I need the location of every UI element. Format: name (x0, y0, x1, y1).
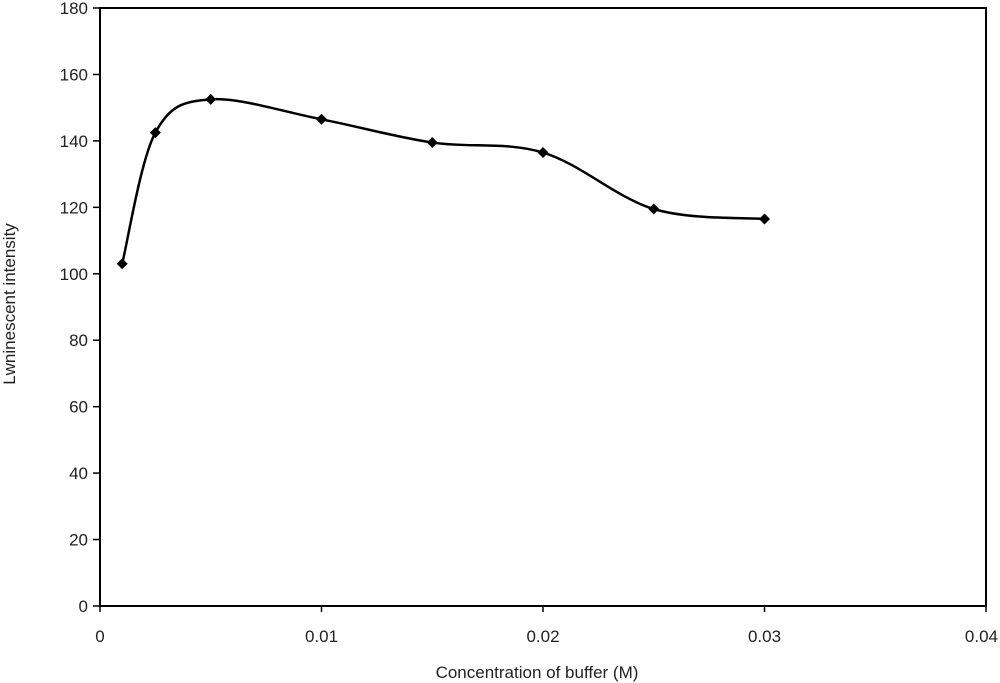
data-point (205, 93, 217, 105)
x-axis-title: Concentration of buffer (M) (436, 663, 639, 682)
y-tick-label: 20 (69, 531, 88, 550)
data-point (648, 203, 660, 215)
x-axis-ticks: 0 0.01 0.02 0.03 0.04 (95, 606, 998, 646)
y-tick-label: 120 (60, 198, 88, 217)
data-point (116, 258, 128, 270)
y-tick-label: 0 (79, 597, 88, 616)
data-point (759, 213, 770, 225)
x-tick-label: 0 (95, 627, 104, 646)
y-tick-label: 160 (60, 65, 88, 84)
data-point (316, 113, 327, 125)
y-tick-label: 180 (60, 0, 88, 18)
data-point (149, 127, 161, 139)
y-tick-label: 100 (60, 265, 88, 284)
x-tick-label: 0.04 (965, 627, 998, 646)
y-tick-label: 140 (60, 132, 88, 151)
y-tick-label: 40 (69, 464, 88, 483)
y-tick-label: 80 (69, 331, 88, 350)
x-tick-label: 0.02 (526, 627, 559, 646)
series-line (120, 97, 765, 265)
data-markers (116, 93, 770, 270)
y-tick-label: 60 (69, 398, 88, 417)
x-tick-label: 0.01 (305, 627, 338, 646)
x-tick-label: 0.03 (748, 627, 781, 646)
data-point (426, 137, 438, 149)
data-point (537, 147, 549, 159)
y-axis-ticks: 0 20 40 60 80 100 120 140 160 180 (60, 0, 100, 616)
y-axis-title: Lwninescent intensity (0, 223, 19, 385)
plot-frame (99, 7, 987, 607)
